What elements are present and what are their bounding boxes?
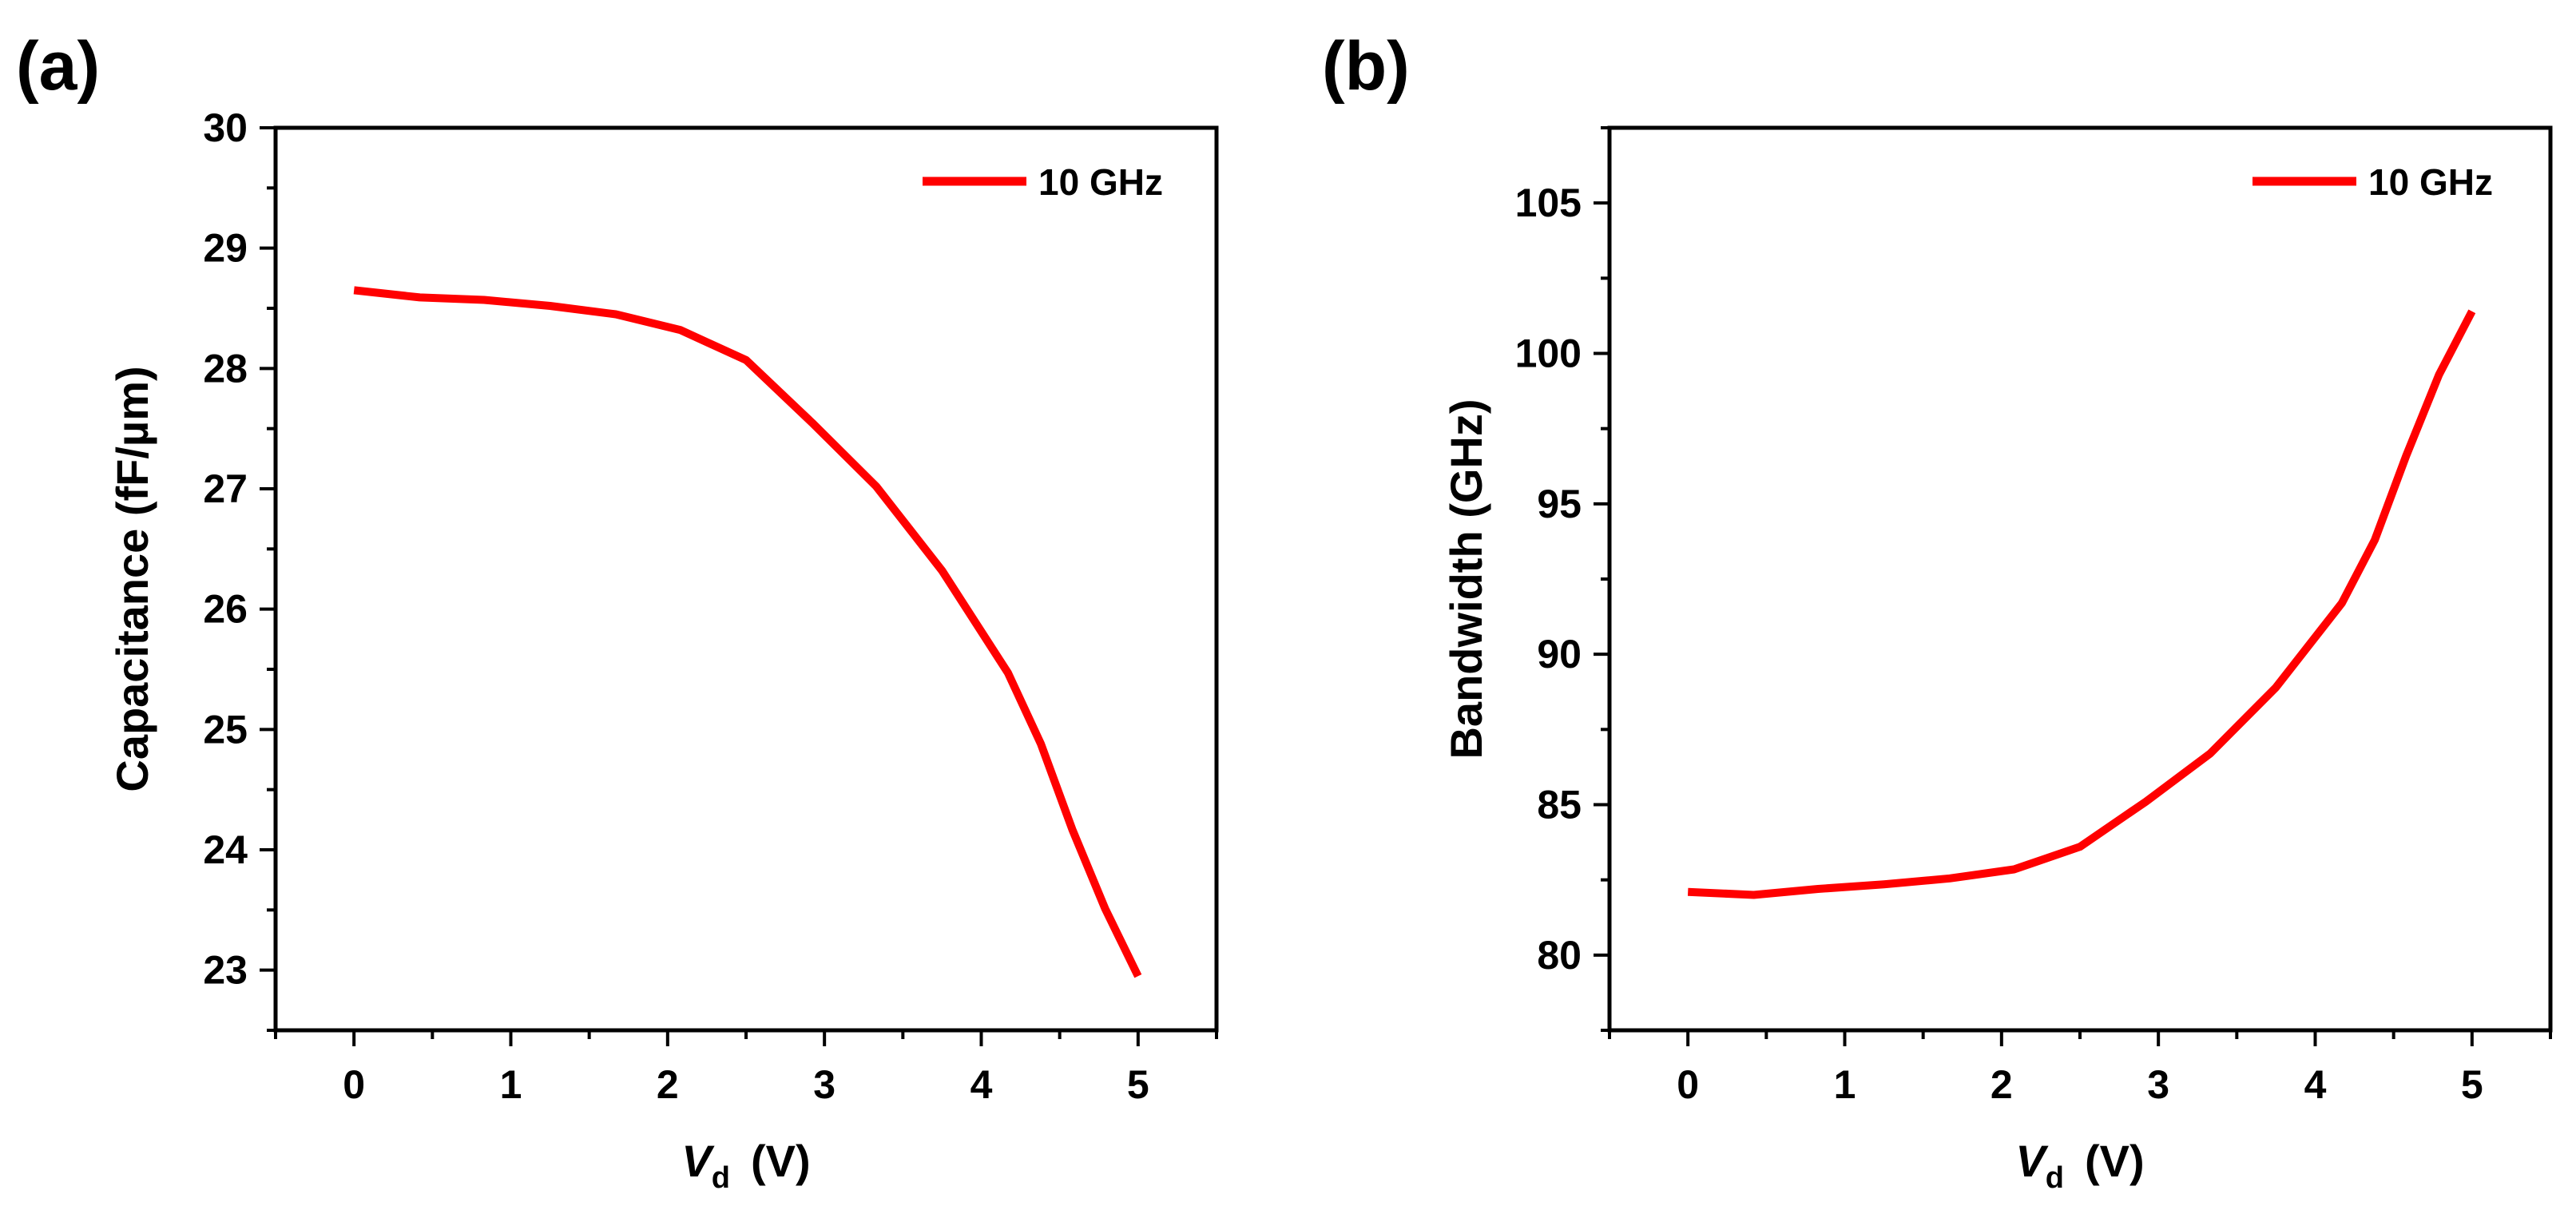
panel-b-y-tick-label: 95 — [1537, 482, 1582, 526]
panel-b-y-tick-label: 100 — [1515, 331, 1582, 376]
panel-b-x-axis-unit: (V) — [2085, 1136, 2145, 1186]
panel-a-y-tick-label: 28 — [203, 346, 248, 391]
panel-b-legend: 10 GHz — [2253, 161, 2493, 203]
panel-b-x-tick-label: 5 — [2461, 1062, 2483, 1107]
panel-b-x-axis-var: V — [2015, 1136, 2049, 1186]
panel-b-series — [1687, 309, 2476, 899]
panel-a-x-axis-title: Vd (V) — [681, 1136, 810, 1195]
panel-a-label: (a) — [16, 28, 100, 105]
panel-b-x-tick-label: 2 — [1991, 1062, 2013, 1107]
panel-b-legend-label: 10 GHz — [2368, 161, 2493, 203]
panel-a-y-tick-label: 23 — [203, 948, 248, 993]
panel-a-x-tick-label: 4 — [970, 1062, 993, 1107]
panel-b-x-axis: 0 1 2 3 4 5 — [1608, 1030, 2552, 1107]
panel-a-x-axis-unit: (V) — [751, 1136, 811, 1186]
panel-b-x-tick-label: 1 — [1834, 1062, 1856, 1107]
panel-b-y-tick-label: 85 — [1537, 783, 1582, 827]
panel-a-legend: 10 GHz — [923, 161, 1163, 203]
panel-b-x-tick-label: 4 — [2304, 1062, 2327, 1107]
panel-b: (b) 0 1 2 3 4 5 80 85 90 95 100 105 10 GHz Bandwid… — [1322, 28, 2553, 1195]
panel-b-y-axis-title: Bandwidth (GHz) — [1441, 399, 1491, 759]
panel-a-x-tick-label: 5 — [1127, 1062, 1149, 1107]
panel-a-y-tick-label: 29 — [203, 226, 248, 271]
panel-b-x-axis-sub: d — [2046, 1161, 2064, 1195]
panel-a-y-tick-label: 27 — [203, 466, 248, 511]
panel-a-x-tick-label: 1 — [500, 1062, 522, 1107]
panel-b-label: (b) — [1322, 28, 1410, 105]
panel-a-y-tick-label: 26 — [203, 587, 248, 632]
panel-a-y-axis-title: Capacitance (fF/µm) — [107, 366, 157, 791]
panel-a-x-tick-label: 3 — [813, 1062, 836, 1107]
panel-a-x-axis-var: V — [681, 1136, 715, 1186]
panel-a-y-tick-label: 25 — [203, 707, 248, 752]
panel-a-y-tick-label: 24 — [203, 827, 248, 872]
panel-a-y-axis: 23 24 25 26 27 28 29 30 — [203, 105, 276, 1032]
panel-b-y-tick-label: 90 — [1537, 632, 1582, 676]
panel-a-series — [353, 286, 1142, 978]
panel-a-x-tick-label: 0 — [343, 1062, 365, 1107]
panel-b-series-line-0 — [1687, 309, 2476, 899]
panel-a-y-tick-label: 30 — [203, 105, 248, 150]
panel-b-x-axis-title: Vd (V) — [2015, 1136, 2144, 1195]
panel-a-legend-label: 10 GHz — [1038, 161, 1163, 203]
panel-b-x-tick-label: 0 — [1677, 1062, 1699, 1107]
panel-a-series-line-0 — [353, 286, 1142, 978]
panel-b-y-axis: 80 85 90 95 100 105 — [1515, 126, 1610, 1032]
panel-a-x-axis-sub: d — [712, 1161, 730, 1195]
panel-b-y-tick-label: 80 — [1537, 933, 1582, 978]
panel-a-x-axis: 0 1 2 3 4 5 — [274, 1030, 1218, 1107]
panel-b-x-tick-label: 3 — [2147, 1062, 2169, 1107]
panel-b-y-tick-label: 105 — [1515, 181, 1582, 225]
panel-a-x-tick-label: 2 — [657, 1062, 679, 1107]
